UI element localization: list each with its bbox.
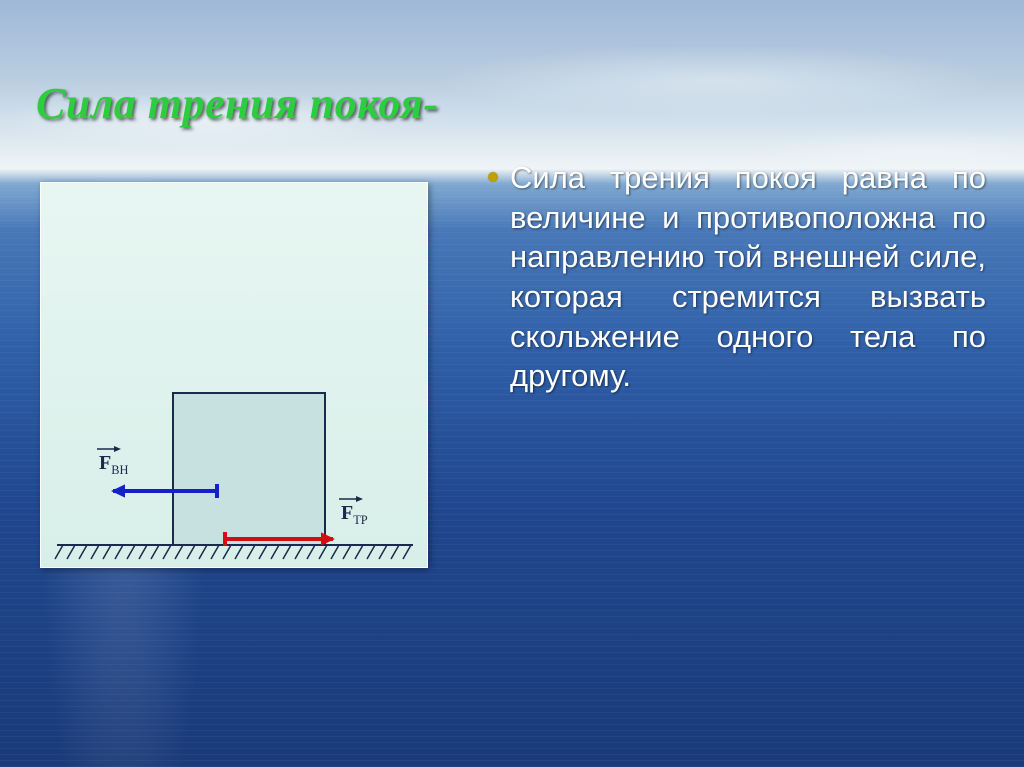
slide-title: Сила трения покоя- — [36, 78, 439, 129]
friction-diagram: FВН FТР — [40, 182, 428, 568]
bullet-list: Сила трения покоя равна по величине и пр… — [488, 158, 986, 396]
svg-text:FТР: FТР — [341, 502, 368, 527]
bullet-text: Сила трения покоя равна по величине и пр… — [510, 158, 986, 396]
bullet-item: Сила трения покоя равна по величине и пр… — [488, 158, 986, 396]
svg-text:FВН: FВН — [99, 452, 128, 477]
bullet-dot-icon — [488, 172, 498, 182]
diagram-svg: FВН FТР — [41, 183, 429, 569]
